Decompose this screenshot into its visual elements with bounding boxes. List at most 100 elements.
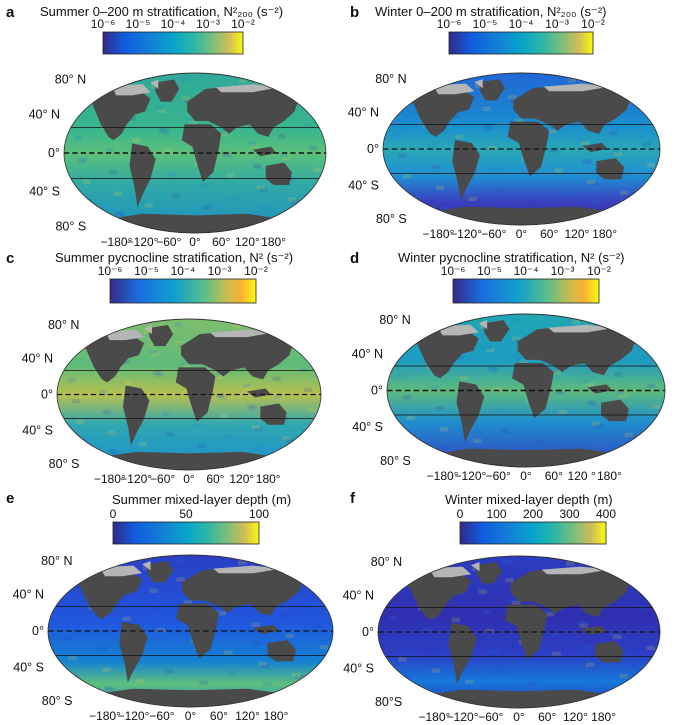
longitude-label: 120° [564,227,589,241]
latitude-label: 0° [48,146,60,160]
world-map [47,554,334,708]
longitude-label: 180° [591,710,616,724]
colorbar-tick-label: 0 [457,507,464,521]
colorbar-tick-label: 10⁻⁵ [126,17,151,31]
colorbar-tick-label: 10⁻³ [208,264,232,278]
longitude-label: 120° [563,710,588,724]
longitude-label: 180° [597,469,622,483]
panel-a: 10⁻⁶ 10⁻⁵ 10⁻⁴ 10⁻³ 10⁻² 80° N 40° N 0° 40° S 80°… [29,17,327,249]
panel-title-d: Winter pycnocline stratification, N² (s⁻… [398,250,624,265]
longitude-label: 60° [210,709,228,723]
latitude-label: 40° N [348,106,379,120]
colorbar-tick-label: 10⁻² [587,264,611,278]
latitude-label: 40° N [352,347,383,361]
colorbar-tick-label: 10⁻⁶ [441,264,466,278]
latitude-label: 40° N [343,589,374,603]
colorbar-tick-label: 10⁻² [231,17,255,31]
panel-label-d: d [350,250,359,267]
panel-b: 10⁻⁶ 10⁻⁵ 10⁻⁴ 10⁻³ 10⁻² 80° N 40° N 0° 40° S 80°… [348,17,661,241]
latitude-label: 80° S [380,454,411,468]
latitude-label: 80° S [55,220,86,234]
latitude-label: 80°S [375,695,402,709]
panel-label-f: f [350,490,356,507]
longitude-label: 0° [183,472,195,486]
longitude-label: −60° [149,709,174,723]
colorbar-tick-label: 10⁻⁴ [509,17,534,31]
longitude-label: −60° [156,235,181,249]
longitude-label: −180° [418,710,450,724]
colorbar [448,31,594,55]
longitude-label: 120 ° [568,469,596,483]
colorbar-tick-label: 0 [110,507,117,521]
world-map [382,72,661,226]
colorbar-tick-label: 10⁻² [244,264,268,278]
longitude-label: 60° [212,235,230,249]
longitude-label: 120° [235,235,260,249]
latitude-label: 40° N [22,351,53,365]
colorbar-tick-label: 10⁻⁶ [437,17,462,31]
world-map [63,72,327,234]
longitude-label: −120° [127,235,159,249]
latitude-label: 0° [367,142,379,156]
latitude-label: 0° [41,388,53,402]
colorbar-tick-label: 10⁻³ [196,17,220,31]
latitude-label: 40° N [13,588,44,602]
longitude-label: 180° [264,709,289,723]
colorbar [452,278,600,304]
longitude-label: −120° [447,710,479,724]
colorbar-tick-label: 10⁻² [581,17,605,31]
longitude-label: −180° [89,709,121,723]
colorbar-tick-label: 400 [596,507,616,521]
longitude-label: 60° [206,472,224,486]
latitude-label: 80° N [48,318,79,332]
colorbar-tick-label: 10⁻⁴ [171,264,196,278]
latitude-label: 40° S [29,184,60,198]
latitude-label: 80° S [49,457,80,471]
panel-title-f: Winter mixed-layer depth (m) [445,492,613,507]
longitude-label: 60° [545,469,563,483]
latitude-label: 0° [362,625,374,639]
latitude-label: 80° N [375,72,406,86]
longitude-label: 60° [538,710,556,724]
colorbar-tick-label: 10⁻⁵ [473,17,498,31]
longitude-label: −120° [120,472,152,486]
longitude-label: −180° [422,227,454,241]
longitude-label: −180° [94,472,126,486]
world-map [386,313,666,468]
longitude-label: −60° [486,469,511,483]
colorbar-tick-label: 10⁻⁶ [98,264,123,278]
panel-c: 10⁻⁶ 10⁻⁵ 10⁻⁴ 10⁻³ 10⁻² 80° N 40° N 0° 40° S 80°… [22,264,322,486]
longitude-label: 60° [540,227,558,241]
world-map [377,555,661,709]
latitude-label: 40° S [352,420,383,434]
panel-label-a: a [6,4,15,21]
colorbar-tick-label: 10⁻⁴ [514,264,539,278]
latitude-label: 40° S [343,661,374,675]
panel-title-a: Summer 0–200 m stratification, N²₂₀₀ (s⁻… [40,4,283,19]
colorbar-tick-label: 10⁻⁴ [161,17,186,31]
panel-label-c: c [6,250,14,267]
panel-d: 10⁻⁶ 10⁻⁵ 10⁻⁴ 10⁻³ 10⁻² 80° N 40° N 0° 40° S 80°… [352,264,666,483]
longitude-label: −60° [481,227,506,241]
longitude-label: −120° [450,227,482,241]
latitude-label: 0° [32,624,44,638]
longitude-label: −180° [427,469,459,483]
latitude-label: 80° N [41,554,72,568]
colorbar-tick-label: 10⁻⁶ [91,17,116,31]
colorbar-tick-label: 50 [179,507,193,521]
latitude-label: 40° S [13,660,44,674]
colorbar [459,521,607,545]
latitude-label: 80° N [379,313,410,327]
colorbar [102,31,244,55]
latitude-label: 80° N [55,72,86,86]
longitude-label: 0° [185,709,197,723]
colorbar [109,278,257,304]
latitude-label: 80° S [376,212,407,226]
panel-title-e: Summer mixed-layer depth (m) [112,492,291,507]
panel-e: 0 50 100 80° N 40° N 0° 40° S 80° S −180°−120° −6… [13,507,334,723]
colorbar-tick-label: 10⁻³ [551,264,575,278]
longitude-label: 120° [229,472,254,486]
colorbar-tick-label: 10⁻⁵ [477,264,502,278]
colorbar-tick-label: 10⁻³ [545,17,569,31]
